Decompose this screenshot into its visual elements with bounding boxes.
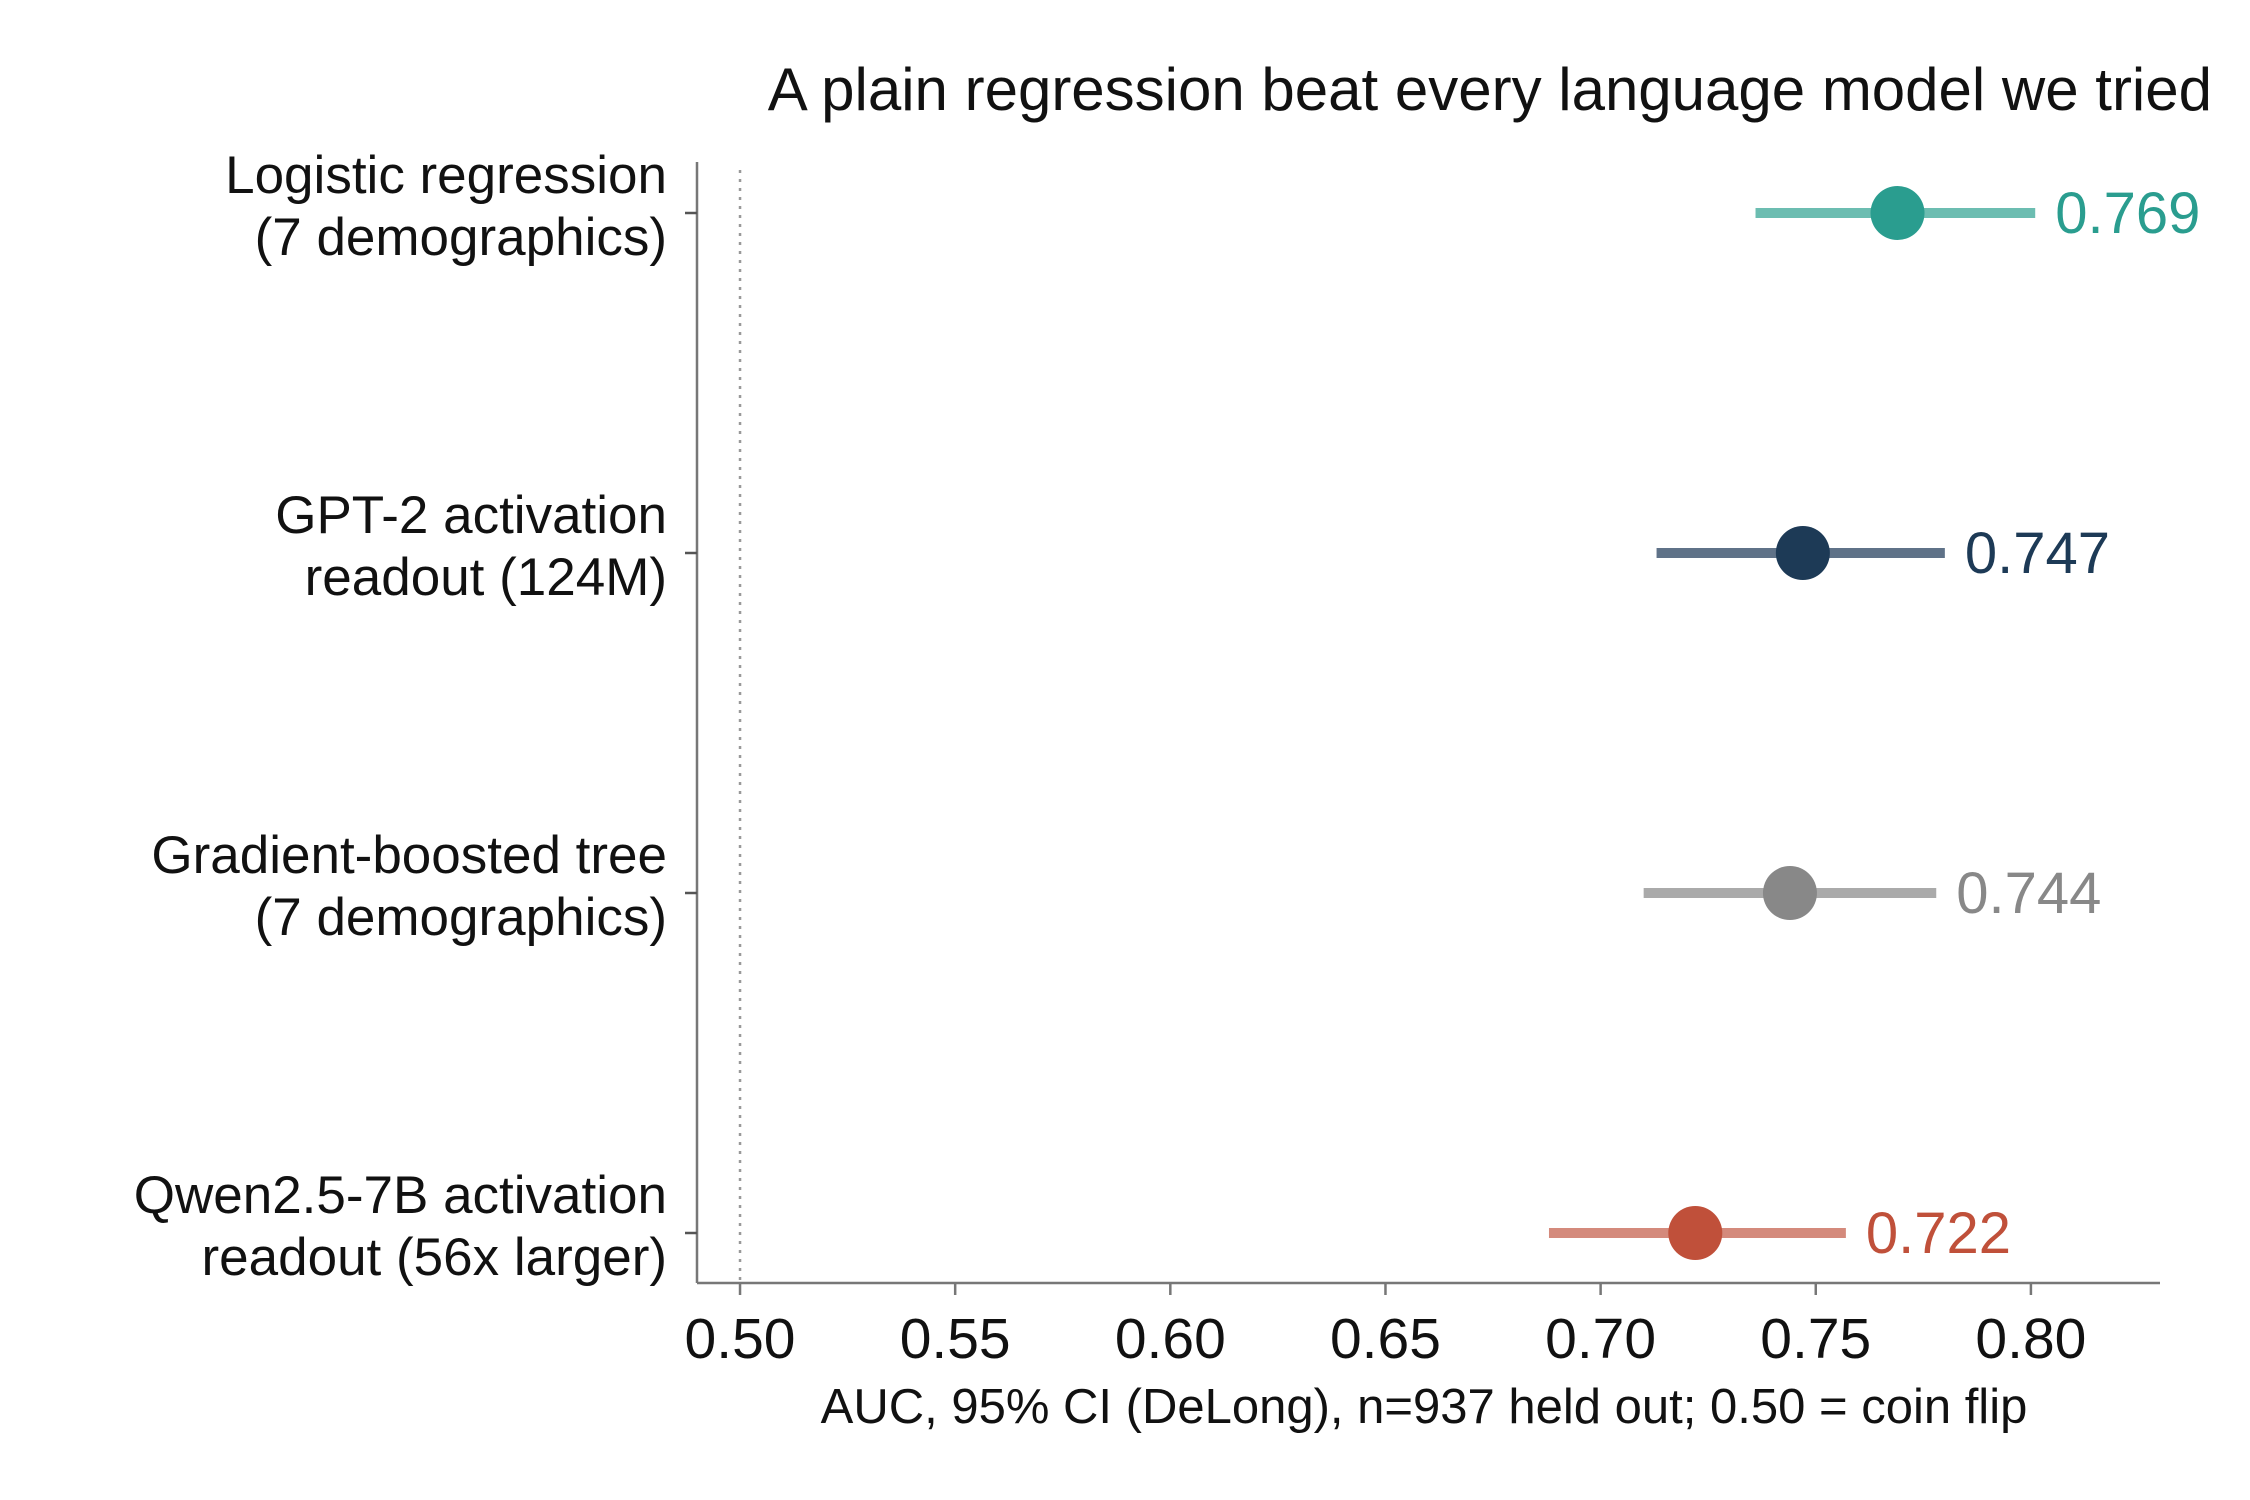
x-tick-label: 0.55 — [900, 1307, 1011, 1371]
category-label-line: Qwen2.5-7B activation — [134, 1166, 667, 1225]
auc-point — [1775, 526, 1830, 580]
x-tick-label: 0.75 — [1760, 1307, 1871, 1371]
x-tick-label: 0.65 — [1330, 1307, 1441, 1371]
x-tick-label: 0.80 — [1975, 1307, 2086, 1371]
auc-point — [1668, 1206, 1723, 1260]
auc-point — [1762, 866, 1817, 920]
category-label-line: GPT-2 activation — [275, 486, 667, 545]
category-label: Logistic regression (7 demographics) — [225, 146, 667, 267]
category-label-line: readout (124M) — [305, 548, 667, 607]
x-tick-label: 0.50 — [685, 1307, 796, 1371]
category-label-line: (7 demographics) — [255, 888, 667, 947]
value-label: 0.747 — [1965, 521, 2110, 586]
category-label: Gradient-boosted tree (7 demographics) — [151, 826, 667, 947]
value-label: 0.722 — [1866, 1201, 2011, 1266]
chart-title: A plain regression beat every language m… — [768, 56, 2212, 123]
category-label: GPT-2 activation readout (124M) — [275, 486, 667, 607]
value-label: 0.769 — [2055, 181, 2200, 246]
category-label: Qwen2.5-7B activation readout (56x larger… — [134, 1166, 667, 1287]
x-axis-title: AUC, 95% CI (DeLong), n=937 held out; 0.… — [821, 1380, 2028, 1434]
x-tick-label: 0.70 — [1545, 1307, 1656, 1371]
data-marks: 0.769 0.747 0.744 0.722 — [1548, 181, 2200, 1266]
value-label: 0.744 — [1956, 861, 2101, 926]
category-label-line: Logistic regression — [225, 146, 667, 205]
category-label-line: (7 demographics) — [255, 208, 667, 267]
category-label-line: Gradient-boosted tree — [151, 826, 667, 885]
x-tick-label: 0.60 — [1115, 1307, 1226, 1371]
category-label-line: readout (56x larger) — [202, 1228, 667, 1287]
auc-point — [1870, 186, 1925, 240]
axes: 0.50 0.55 0.60 0.65 0.70 0.75 0.80 Logistic reg… — [134, 146, 2160, 1371]
